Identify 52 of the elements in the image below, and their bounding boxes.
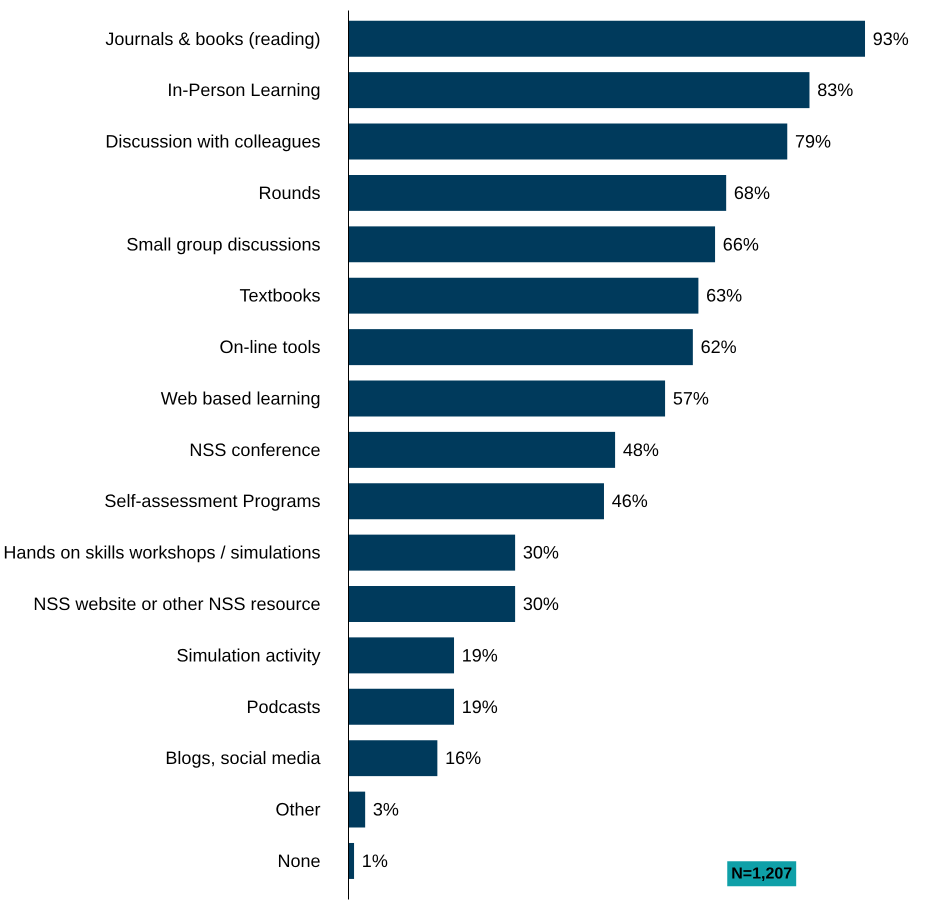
y-tick-label: Web based learning	[160, 388, 321, 408]
y-tick-label: Self-assessment Programs	[104, 491, 321, 512]
y-tick-label: Podcasts	[246, 696, 321, 717]
y-tick-label: Hands on skills workshops / simulations	[3, 542, 321, 563]
y-tick-label: NSS website or other NSS resource	[33, 594, 321, 614]
bar	[348, 20, 866, 57]
data-label: 93%	[872, 28, 909, 49]
data-label: 46%	[612, 491, 648, 512]
bar	[348, 174, 726, 211]
data-label: 48%	[622, 440, 659, 460]
y-tick-label: Discussion with colleagues	[105, 132, 321, 152]
data-label: 63%	[706, 286, 742, 306]
data-label: 1%	[362, 850, 388, 871]
bar	[348, 688, 454, 725]
y-tick-label: Textbooks	[239, 286, 321, 306]
bar	[348, 586, 516, 622]
y-tick-label: On-line tools	[219, 337, 321, 358]
y-tick-label: None	[277, 850, 320, 871]
bar	[348, 72, 810, 108]
bar	[348, 380, 666, 416]
data-label: 30%	[522, 594, 559, 614]
y-tick-label: Journals & books (reading)	[105, 28, 321, 49]
bar	[348, 278, 698, 314]
bar	[348, 329, 693, 366]
y-tick-label: NSS conference	[189, 440, 321, 460]
y-tick-label: Other	[275, 800, 321, 820]
data-label: 3%	[372, 800, 399, 820]
annotation: N=1,207	[731, 865, 792, 882]
y-tick-label: In-Person Learning	[167, 80, 321, 100]
bar	[348, 483, 604, 520]
bar	[348, 124, 788, 160]
bar	[348, 226, 716, 262]
y-tick-label: Simulation activity	[176, 645, 321, 666]
data-label: 62%	[700, 337, 737, 358]
data-label: 68%	[734, 182, 770, 203]
data-label: 57%	[672, 388, 709, 408]
bar	[348, 740, 438, 776]
bar	[348, 842, 354, 879]
bar	[348, 534, 516, 571]
data-label: 16%	[445, 748, 482, 768]
data-label: 66%	[722, 234, 759, 254]
y-tick-label: Blogs, social media	[165, 748, 322, 768]
y-tick-label: Rounds	[258, 182, 321, 203]
bar	[348, 637, 454, 674]
data-label: 19%	[462, 645, 498, 666]
data-label: 79%	[795, 132, 832, 152]
bar	[348, 792, 366, 828]
data-label: 19%	[462, 696, 498, 717]
data-label: 83%	[817, 80, 854, 100]
y-tick-label: Small group discussions	[126, 234, 321, 254]
data-label: 30%	[522, 542, 559, 563]
bar	[348, 432, 616, 468]
